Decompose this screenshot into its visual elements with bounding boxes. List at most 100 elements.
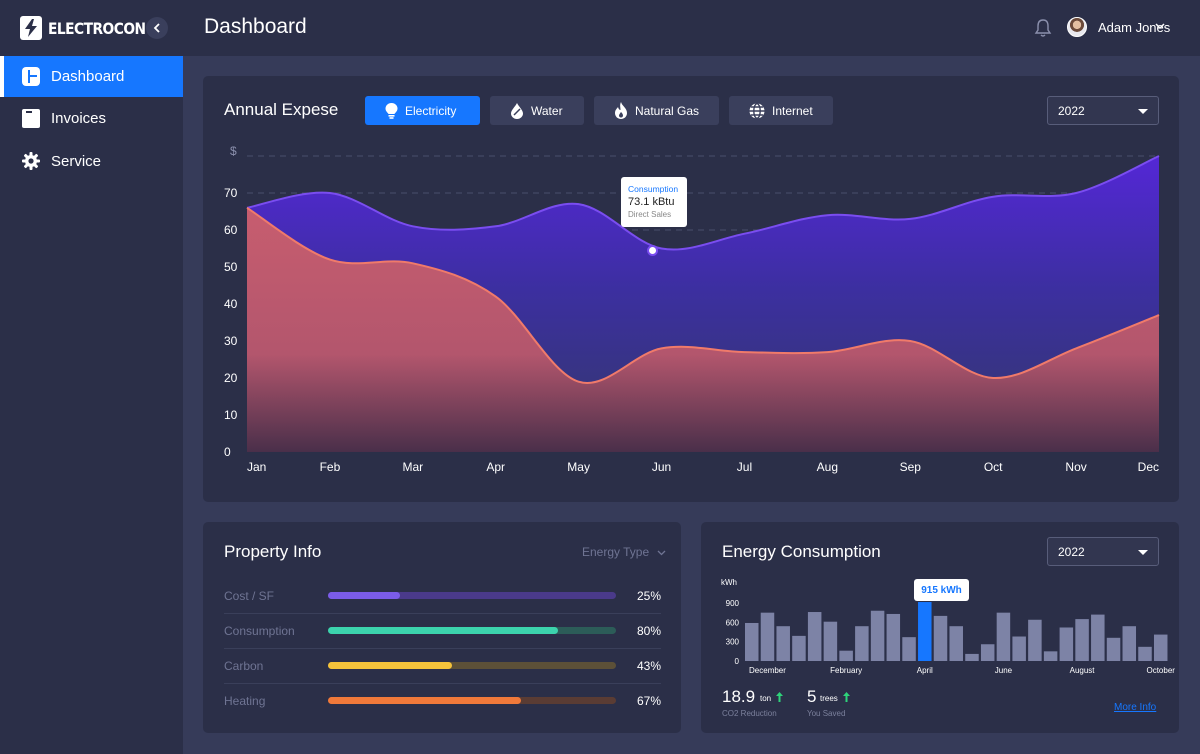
energy-bar[interactable] xyxy=(745,622,759,661)
consumption-tooltip: Consumption 73.1 kBtu Direct Sales xyxy=(621,177,687,227)
chevron-left-icon xyxy=(153,23,160,33)
series-line xyxy=(246,206,1160,384)
energy-bar[interactable] xyxy=(1138,646,1152,661)
energy-bar[interactable] xyxy=(760,612,775,661)
energy-bar[interactable] xyxy=(792,635,806,661)
energy-consumption-title: Energy Consumption xyxy=(722,542,881,561)
annual-year-select[interactable]: 2022 xyxy=(1047,96,1159,125)
trees-stat-label: You Saved xyxy=(807,709,846,718)
sidebar-item-dashboard[interactable]: Dashboard xyxy=(0,56,183,97)
x-tick-label: Feb xyxy=(320,460,341,474)
x-tick-label: June xyxy=(995,666,1013,675)
sidebar: Dashboard Invoices Service xyxy=(0,56,183,754)
sidebar-item-invoices[interactable]: Invoices xyxy=(0,98,183,139)
energy-bar[interactable] xyxy=(902,637,916,661)
co2-stat-value: 18.9 xyxy=(722,687,756,706)
x-tick-label: Oct xyxy=(984,460,1003,474)
energy-bar[interactable] xyxy=(1122,626,1137,661)
tooltip-subtitle: Direct Sales xyxy=(628,210,672,219)
energy-bar[interactable] xyxy=(839,650,853,661)
page-title: Dashboard xyxy=(204,15,307,38)
y-tick-label: 50 xyxy=(224,260,238,274)
lightbulb-icon xyxy=(385,102,398,119)
energy-bar[interactable] xyxy=(870,610,885,661)
tab-label: Natural Gas xyxy=(635,103,700,118)
energy-type-dropdown[interactable]: Energy Type xyxy=(582,545,666,559)
energy-type-label: Energy Type xyxy=(582,545,650,559)
y-tick-label: 900 xyxy=(726,599,740,608)
energy-bar[interactable] xyxy=(1059,627,1074,661)
energy-bar[interactable] xyxy=(776,626,790,661)
user-name[interactable]: Adam Jones xyxy=(1098,20,1171,35)
energy-bar[interactable] xyxy=(933,615,948,661)
y-tick-label: 70 xyxy=(224,186,238,200)
tab-label: Electricity xyxy=(405,103,457,118)
chevron-down-icon[interactable] xyxy=(1155,22,1165,30)
logo: ELECTROCON xyxy=(20,16,161,40)
y-tick-label: 0 xyxy=(735,657,740,666)
y-tick-label: 20 xyxy=(224,371,238,385)
y-axis-label: $ xyxy=(230,144,237,158)
property-row-label: Heating xyxy=(224,694,266,708)
tab-natural-gas[interactable]: Natural Gas xyxy=(594,96,719,125)
x-tick-label: Jun xyxy=(652,460,671,474)
x-tick-label: Dec xyxy=(1138,460,1159,474)
co2-stat-label: CO2 Reduction xyxy=(722,709,777,718)
x-tick-label: May xyxy=(567,460,590,474)
energy-bar[interactable] xyxy=(807,612,822,661)
sidebar-item-label: Invoices xyxy=(51,110,107,127)
property-row-value: 25% xyxy=(637,589,662,603)
invoice-icon xyxy=(22,109,40,128)
property-row-label: Carbon xyxy=(224,659,264,673)
more-info-link[interactable]: More Info xyxy=(1114,702,1157,713)
energy-bar[interactable] xyxy=(980,644,995,661)
property-row-label: Cost / SF xyxy=(224,589,275,603)
sidebar-item-service[interactable]: Service xyxy=(0,141,183,182)
energy-bar[interactable] xyxy=(965,653,979,661)
energy-tooltip: 915 kWh xyxy=(914,579,969,601)
trees-stat-value: 5 xyxy=(807,687,817,706)
energy-bar[interactable] xyxy=(823,621,838,661)
x-tick-label: Jul xyxy=(737,460,752,474)
energy-bar[interactable] xyxy=(855,626,869,661)
sidebar-collapse-button[interactable] xyxy=(146,17,168,39)
energy-bar[interactable] xyxy=(996,612,1011,661)
bell-icon[interactable] xyxy=(1034,18,1052,38)
annual-expense-chart: $0 10 20 30 40 50 60 70 Jan Feb Mar Apr May Jun Jul Au… xyxy=(224,144,1160,474)
energy-year-select[interactable]: 2022 xyxy=(1047,537,1159,566)
x-tick-label: February xyxy=(830,666,862,675)
globe-icon xyxy=(749,102,765,119)
y-tick-label: 0 xyxy=(224,445,231,459)
energy-bar[interactable] xyxy=(1028,619,1042,661)
avatar[interactable] xyxy=(1067,17,1087,37)
tab-water[interactable]: Water xyxy=(490,96,584,125)
tab-label: Water xyxy=(531,103,563,118)
progress-fill xyxy=(328,592,400,599)
cost-sf-progress xyxy=(328,592,616,599)
property-row-value: 80% xyxy=(637,624,662,638)
energy-bar[interactable] xyxy=(949,626,963,661)
energy-bar[interactable] xyxy=(1012,636,1026,661)
x-tick-label: Sep xyxy=(900,460,922,474)
row-divider xyxy=(224,648,661,649)
energy-bar[interactable] xyxy=(886,613,901,661)
energy-bar[interactable] xyxy=(918,602,932,661)
highlight-point[interactable] xyxy=(647,245,659,256)
top-bar: ELECTROCON Dashboard Adam Jones xyxy=(0,0,1200,56)
energy-consumption-chart: kWh 0 300 600 900 December February April June A… xyxy=(721,578,1175,675)
energy-bar[interactable] xyxy=(1091,614,1105,661)
tab-electricity[interactable]: Electricity xyxy=(365,96,480,125)
y-tick-label: 300 xyxy=(726,638,740,647)
energy-bar[interactable] xyxy=(1153,634,1168,661)
progress-fill xyxy=(328,697,521,704)
energy-bar[interactable] xyxy=(1043,651,1058,661)
energy-year-value: 2022 xyxy=(1058,544,1085,559)
x-tick-label: October xyxy=(1146,666,1175,675)
energy-bar[interactable] xyxy=(1106,637,1121,661)
y-tick-label: 30 xyxy=(224,334,238,348)
heating-progress xyxy=(328,697,616,704)
co2-stat-unit: ton xyxy=(760,694,772,703)
tab-internet[interactable]: Internet xyxy=(729,96,833,125)
row-divider xyxy=(224,613,661,614)
energy-bar[interactable] xyxy=(1075,619,1089,661)
